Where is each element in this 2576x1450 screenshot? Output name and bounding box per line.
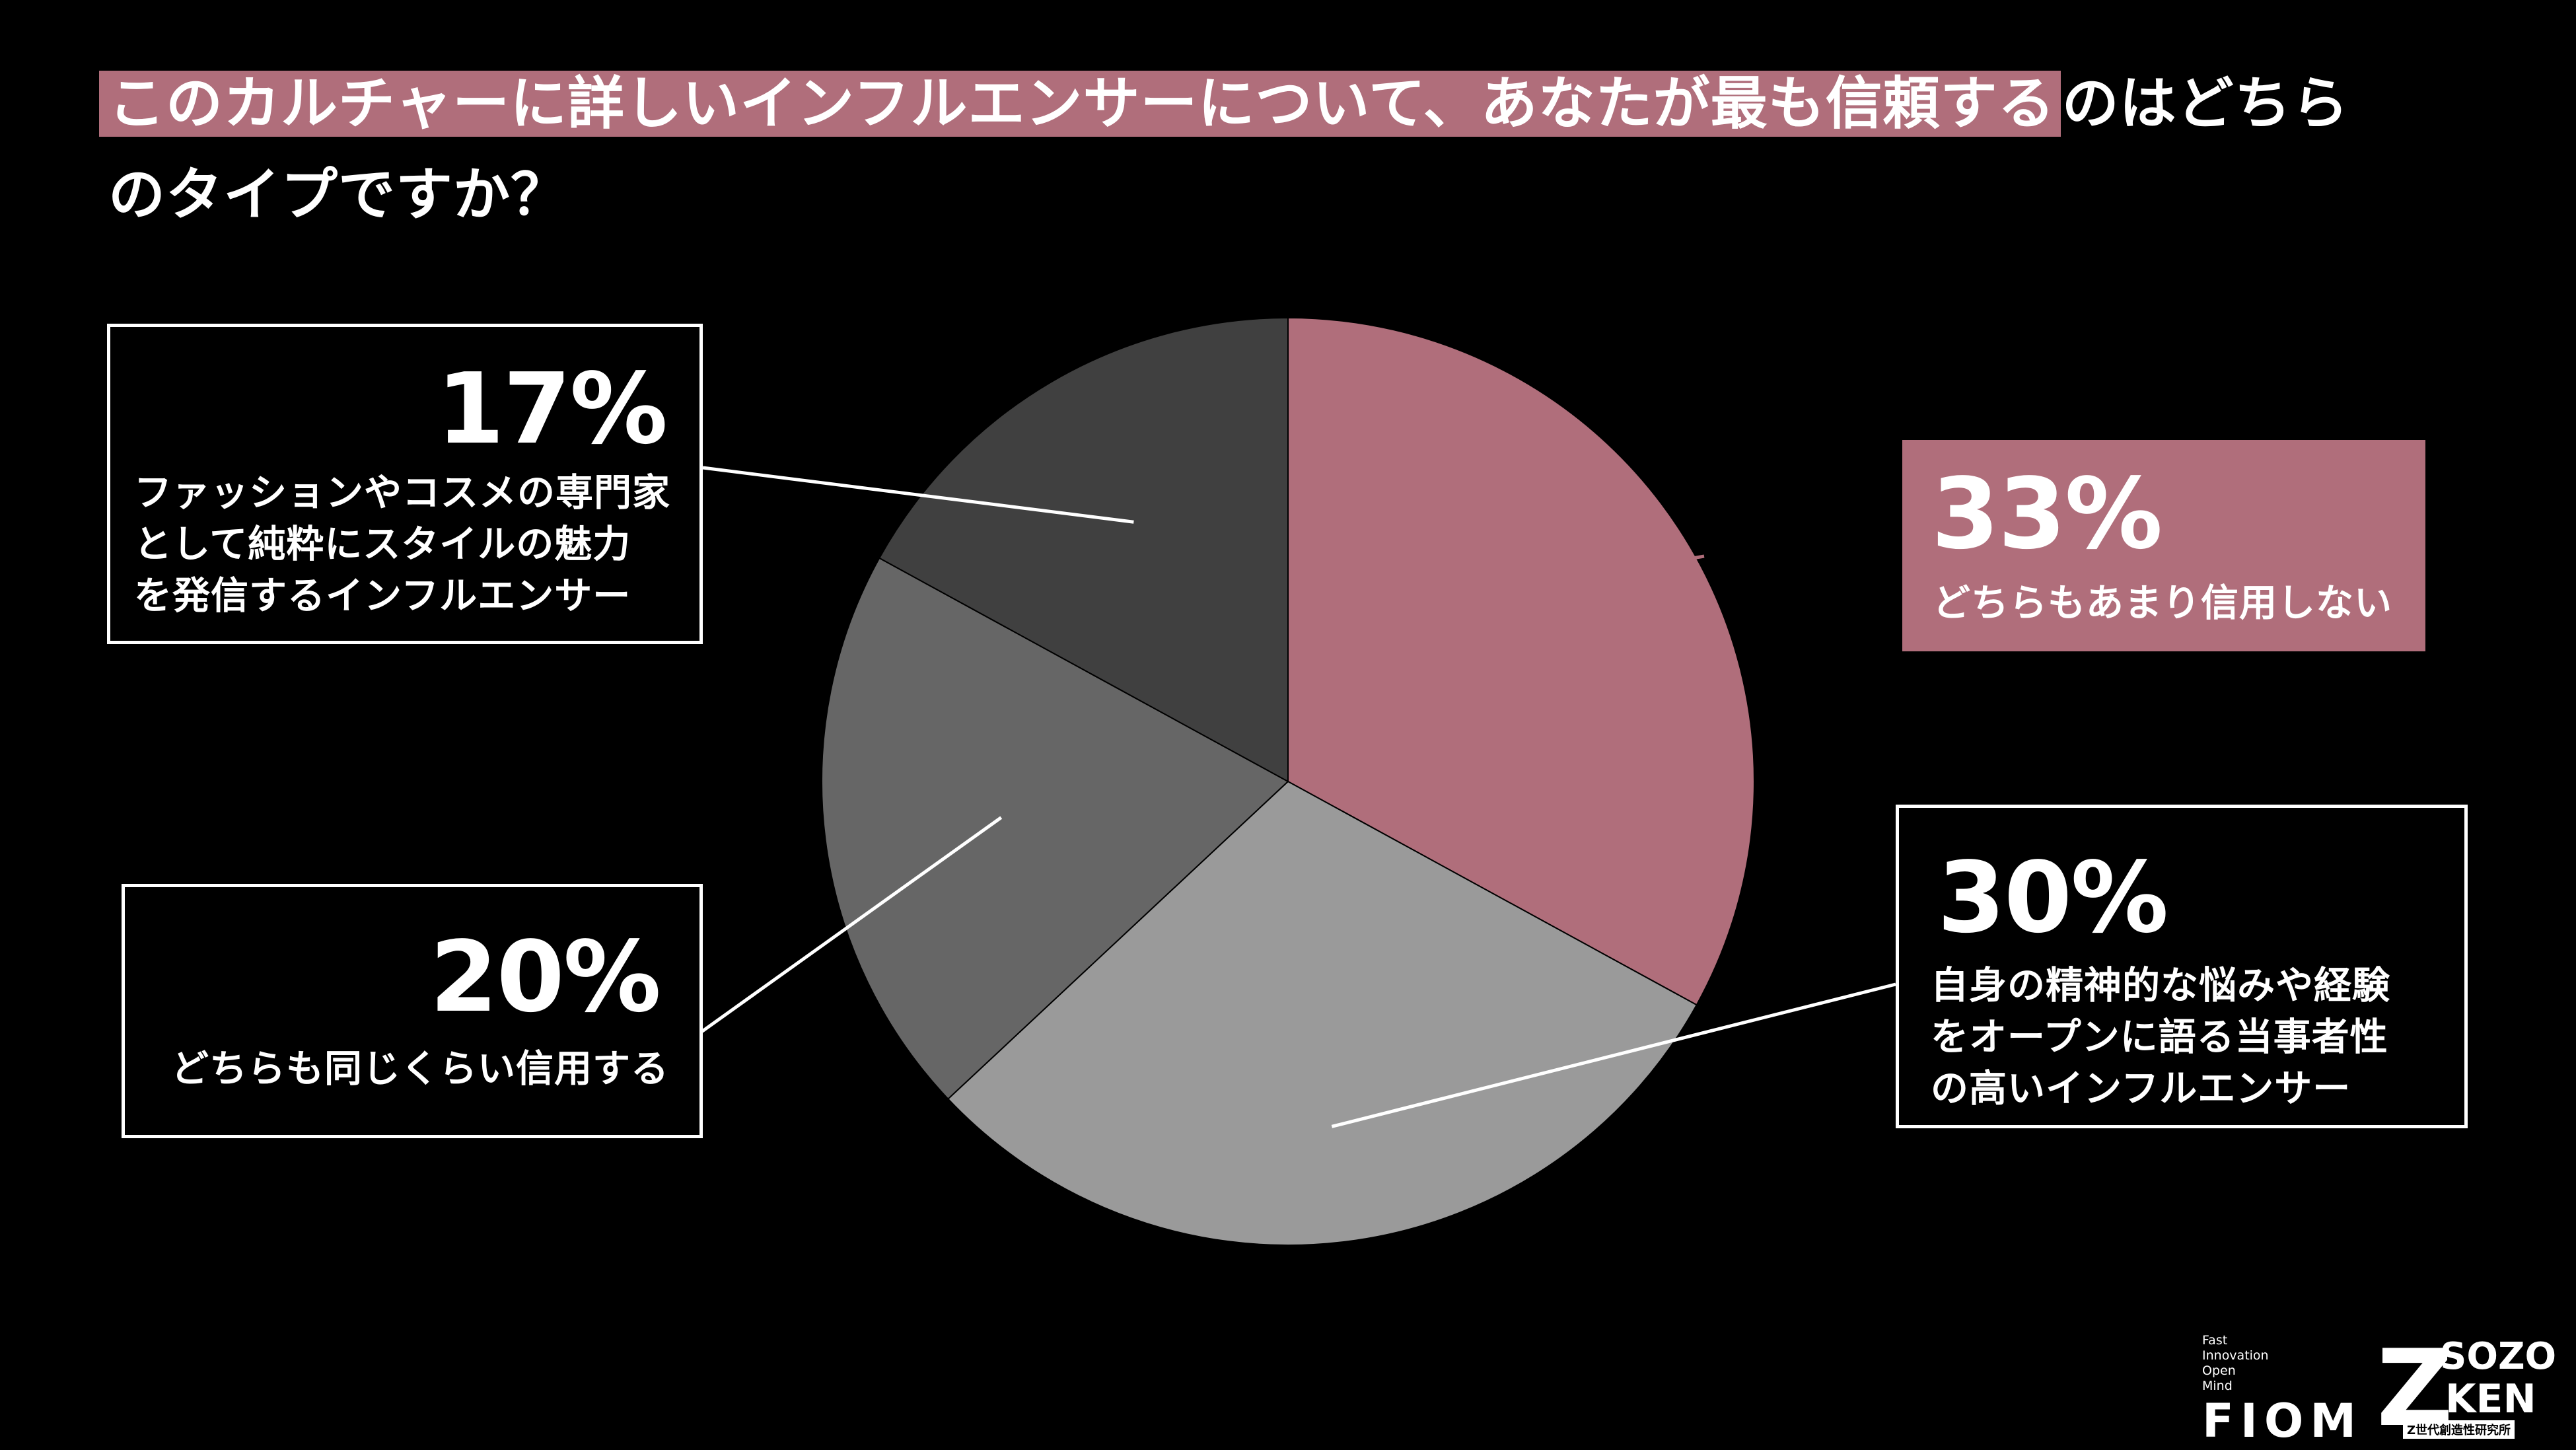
callout-33-percent: 33% — [1931, 457, 2163, 571]
pie-slice-17 — [878, 316, 1289, 783]
leader-line — [1657, 554, 1705, 566]
sozoken-sozo: SOZO — [2440, 1335, 2557, 1378]
callout-33: 33% どちらもあまり信用しない — [1902, 440, 2425, 651]
pie-slice-20 — [821, 557, 1289, 1100]
callout-20-line: どちらも同じくらい信用する — [171, 1047, 669, 1091]
callout-20: 20% どちらも同じくらい信用する — [122, 884, 703, 1138]
callout-33-line: どちらもあまり信用しない — [1933, 581, 2392, 625]
callout-30-text: 自身の精神的な悩みや経験 をオープンに語る当事者性 の高いインフルエンサー — [1931, 960, 2390, 1114]
fiom-tagline-line: Open — [2202, 1363, 2236, 1378]
callout-17-line: を発信するインフルエンサー — [134, 574, 631, 618]
callout-30-line: 自身の精神的な悩みや経験 — [1931, 964, 2390, 1007]
sozoken-logo: Z SOZO KEN Z世代創造性研究所 — [2377, 1336, 2556, 1441]
fiom-tagline-line: Mind — [2202, 1379, 2233, 1393]
pie-slice-33 — [1287, 316, 1755, 1006]
fiom-wordmark: FIOM — [2202, 1394, 2363, 1448]
callout-30-line: をオープンに語る当事者性 — [1931, 1015, 2388, 1059]
callout-17-line: ファッションやコスメの専門家 — [134, 471, 670, 515]
callout-30-percent: 30% — [1937, 841, 2168, 955]
callout-30-line: の高いインフルエンサー — [1931, 1067, 2351, 1110]
callout-17-line: として純粋にスタイルの魅力 — [134, 523, 631, 566]
callout-17: 17% ファッションやコスメの専門家 として純粋にスタイルの魅力 を発信するイン… — [107, 324, 703, 644]
leader-line — [702, 466, 1134, 524]
fiom-tagline-line: Innovation — [2202, 1348, 2269, 1363]
callout-33-text: どちらもあまり信用しない — [1933, 577, 2392, 629]
title-rest: のはどちら — [2061, 71, 2349, 137]
sozoken-subtitle: Z世代創造性研究所 — [2403, 1420, 2515, 1439]
sozoken-ken: KEN — [2445, 1376, 2536, 1422]
callout-20-text: どちらも同じくらい信用する — [171, 1043, 669, 1095]
pie-slice-30 — [947, 780, 1698, 1246]
page-title: このカルチャーに詳しいインフルエンサーについて、あなたが最も信頼する のはどちらの… — [99, 58, 2477, 240]
leader-line — [1331, 982, 1896, 1128]
fiom-tagline: Fast Innovation Open Mind — [2202, 1333, 2363, 1394]
callout-17-text: ファッションやコスメの専門家 として純粋にスタイルの魅力 を発信するインフルエン… — [134, 467, 670, 622]
leader-line — [700, 816, 1003, 1034]
title-line2: のタイプですか？ — [108, 162, 568, 228]
callout-17-percent: 17% — [436, 352, 668, 466]
fiom-logo: Fast Innovation Open Mind FIOM — [2202, 1333, 2363, 1444]
callout-20-percent: 20% — [429, 920, 661, 1034]
fiom-tagline-line: Fast — [2202, 1333, 2228, 1348]
callout-30: 30% 自身の精神的な悩みや経験 をオープンに語る当事者性 の高いインフルエンサ… — [1896, 805, 2468, 1128]
title-highlight: このカルチャーに詳しいインフルエンサーについて、あなたが最も信頼する — [99, 71, 2061, 137]
